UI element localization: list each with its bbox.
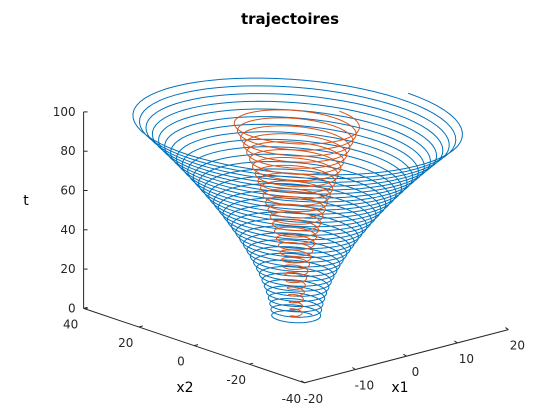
trajectory-series-1: [133, 78, 462, 323]
y-tick-label: 20: [118, 336, 133, 350]
x-tick-label: -10: [355, 379, 375, 393]
y-tick-label: 40: [63, 317, 78, 331]
y-tick-mark: [249, 363, 253, 364]
y-tick-mark: [194, 345, 198, 346]
z-tick-label: 0: [68, 301, 76, 315]
y-tick-mark: [139, 326, 143, 327]
y-tick-label: -20: [226, 373, 246, 387]
y-axis-label: x2: [176, 380, 193, 396]
x-axis-label: x1: [391, 380, 408, 396]
plot-area: [133, 78, 462, 323]
z-tick-label: 20: [60, 262, 75, 276]
y-tick-label: -40: [282, 392, 302, 406]
x-tick-label: -20: [304, 392, 324, 406]
x-tick-mark: [352, 368, 355, 370]
y-tick-label: 0: [177, 355, 185, 369]
x-tick-mark: [454, 341, 457, 343]
z-tick-label: 60: [60, 184, 75, 198]
x-tick-mark: [505, 328, 508, 330]
z-axis-label: t: [23, 193, 29, 209]
chart-title: trajectoires: [241, 10, 339, 28]
x-tick-label: 20: [510, 339, 525, 353]
x-tick-label: 0: [412, 365, 420, 379]
x-tick-label: 10: [459, 352, 474, 366]
z-tick-label: 100: [53, 105, 76, 119]
z-tick-label: 40: [60, 223, 75, 237]
z-tick-label: 80: [60, 144, 75, 158]
y-tick-mark: [304, 382, 308, 383]
x-tick-mark: [403, 354, 406, 356]
